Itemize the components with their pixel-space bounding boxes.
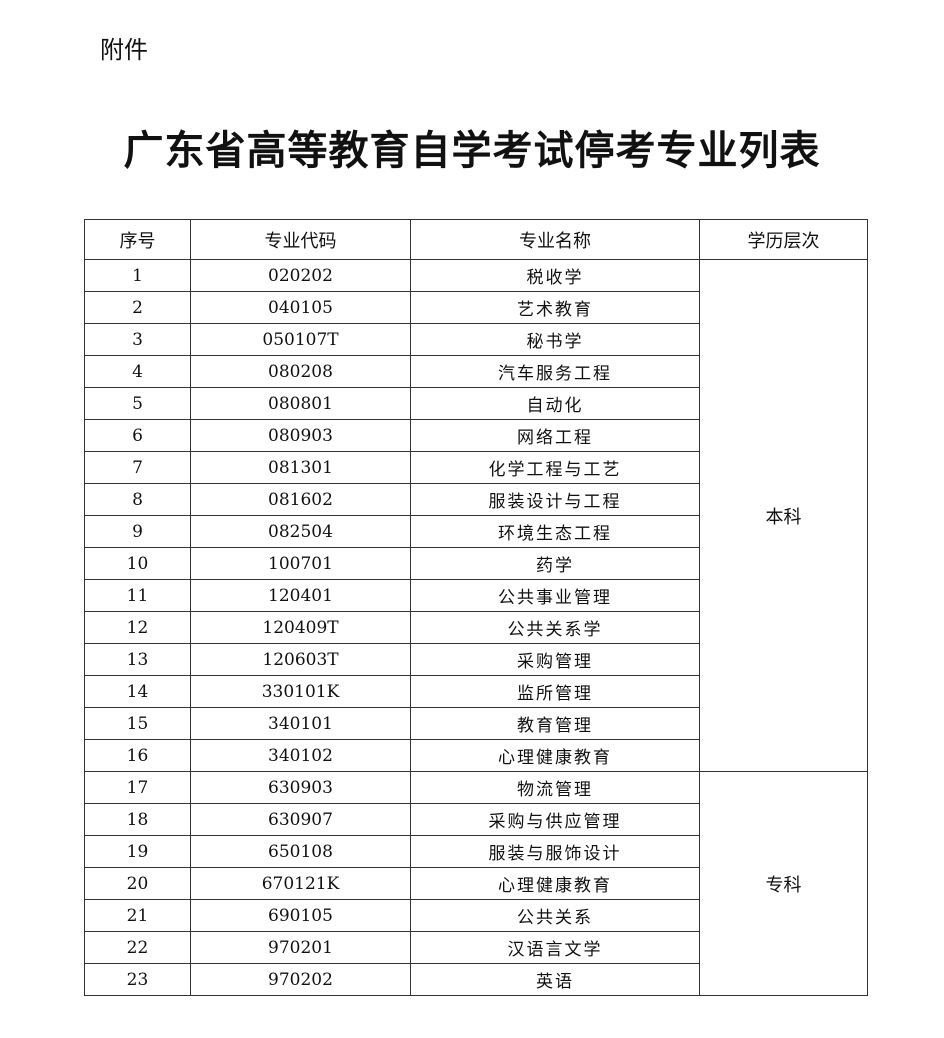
row-number: 9	[84, 515, 191, 548]
table-row: 15 340101 教育管理	[84, 707, 868, 740]
row-number: 22	[84, 931, 191, 964]
major-name: 自动化	[410, 387, 700, 420]
major-code: 970202	[190, 963, 411, 996]
row-number: 20	[84, 867, 191, 900]
row-number: 16	[84, 739, 191, 772]
major-code: 082504	[190, 515, 411, 548]
major-code: 690105	[190, 899, 411, 932]
header-level: 学历层次	[699, 219, 868, 260]
attachment-label: 附件	[100, 36, 148, 64]
major-name: 公共事业管理	[410, 579, 700, 612]
row-number: 14	[84, 675, 191, 708]
table-row: 5 080801 自动化	[84, 387, 868, 420]
major-code: 340101	[190, 707, 411, 740]
row-number: 7	[84, 451, 191, 484]
row-number: 4	[84, 355, 191, 388]
major-name: 秘书学	[410, 323, 700, 356]
table-row: 9 082504 环境生态工程	[84, 515, 868, 548]
major-name: 药学	[410, 547, 700, 580]
major-code: 970201	[190, 931, 411, 964]
table-row: 17 630903 物流管理 专科	[84, 771, 868, 996]
major-code: 020202	[190, 259, 411, 292]
education-level: 本科	[699, 259, 868, 772]
row-number: 13	[84, 643, 191, 676]
row-number: 19	[84, 835, 191, 868]
major-code: 650108	[190, 835, 411, 868]
table-row: 14 330101K 监所管理	[84, 675, 868, 708]
row-number: 8	[84, 483, 191, 516]
table-row: 3 050107T 秘书学	[84, 323, 868, 356]
page-title: 广东省高等教育自学考试停考专业列表	[123, 127, 821, 174]
major-code: 330101K	[190, 675, 411, 708]
row-number: 21	[84, 899, 191, 932]
table-row: 8 081602 服装设计与工程	[84, 483, 868, 516]
major-name: 心理健康教育	[410, 867, 700, 900]
major-code: 630903	[190, 771, 411, 804]
table-row: 22 970201 汉语言文学	[84, 931, 868, 964]
header-no: 序号	[84, 219, 191, 260]
row-number: 18	[84, 803, 191, 836]
major-name: 服装设计与工程	[410, 483, 700, 516]
table-header-row: 序号 专业代码 专业名称 学历层次	[84, 219, 868, 260]
major-code: 100701	[190, 547, 411, 580]
major-name: 公共关系学	[410, 611, 700, 644]
major-code: 670121K	[190, 867, 411, 900]
major-code: 120401	[190, 579, 411, 612]
table-row: 11 120401 公共事业管理	[84, 579, 868, 612]
suspended-majors-table: 序号 专业代码 专业名称 学历层次 1 020202 税收学 本科 2 040105 艺术教…	[84, 219, 868, 996]
header-name: 专业名称	[410, 219, 700, 260]
major-name: 艺术教育	[410, 291, 700, 324]
table-row: 23 970202 英语	[84, 963, 868, 996]
table-row: 1 020202 税收学 本科	[84, 259, 868, 772]
major-code: 340102	[190, 739, 411, 772]
major-name: 汽车服务工程	[410, 355, 700, 388]
major-name: 汉语言文学	[410, 931, 700, 964]
table-row: 2 040105 艺术教育	[84, 291, 868, 324]
major-name: 服装与服饰设计	[410, 835, 700, 868]
table-row: 19 650108 服装与服饰设计	[84, 835, 868, 868]
row-number: 1	[84, 259, 191, 292]
table-row: 10 100701 药学	[84, 547, 868, 580]
row-number: 23	[84, 963, 191, 996]
major-name: 监所管理	[410, 675, 700, 708]
major-name: 采购管理	[410, 643, 700, 676]
major-name: 公共关系	[410, 899, 700, 932]
table-row: 21 690105 公共关系	[84, 899, 868, 932]
row-number: 12	[84, 611, 191, 644]
major-code: 080903	[190, 419, 411, 452]
major-name: 网络工程	[410, 419, 700, 452]
row-number: 17	[84, 771, 191, 804]
major-code: 040105	[190, 291, 411, 324]
row-number: 2	[84, 291, 191, 324]
education-level: 专科	[699, 771, 868, 996]
major-code: 081602	[190, 483, 411, 516]
major-name: 教育管理	[410, 707, 700, 740]
major-code: 050107T	[190, 323, 411, 356]
major-code: 120409T	[190, 611, 411, 644]
major-code: 081301	[190, 451, 411, 484]
row-number: 6	[84, 419, 191, 452]
row-number: 3	[84, 323, 191, 356]
row-number: 15	[84, 707, 191, 740]
row-number: 11	[84, 579, 191, 612]
major-name: 心理健康教育	[410, 739, 700, 772]
major-code: 120603T	[190, 643, 411, 676]
table-row: 13 120603T 采购管理	[84, 643, 868, 676]
header-code: 专业代码	[190, 219, 411, 260]
major-name: 采购与供应管理	[410, 803, 700, 836]
major-name: 英语	[410, 963, 700, 996]
major-name: 税收学	[410, 259, 700, 292]
table-row: 6 080903 网络工程	[84, 419, 868, 452]
table-row: 16 340102 心理健康教育	[84, 739, 868, 772]
major-code: 630907	[190, 803, 411, 836]
major-code: 080801	[190, 387, 411, 420]
major-name: 环境生态工程	[410, 515, 700, 548]
row-number: 10	[84, 547, 191, 580]
row-number: 5	[84, 387, 191, 420]
major-name: 化学工程与工艺	[410, 451, 700, 484]
major-code: 080208	[190, 355, 411, 388]
major-name: 物流管理	[410, 771, 700, 804]
table-row: 20 670121K 心理健康教育	[84, 867, 868, 900]
